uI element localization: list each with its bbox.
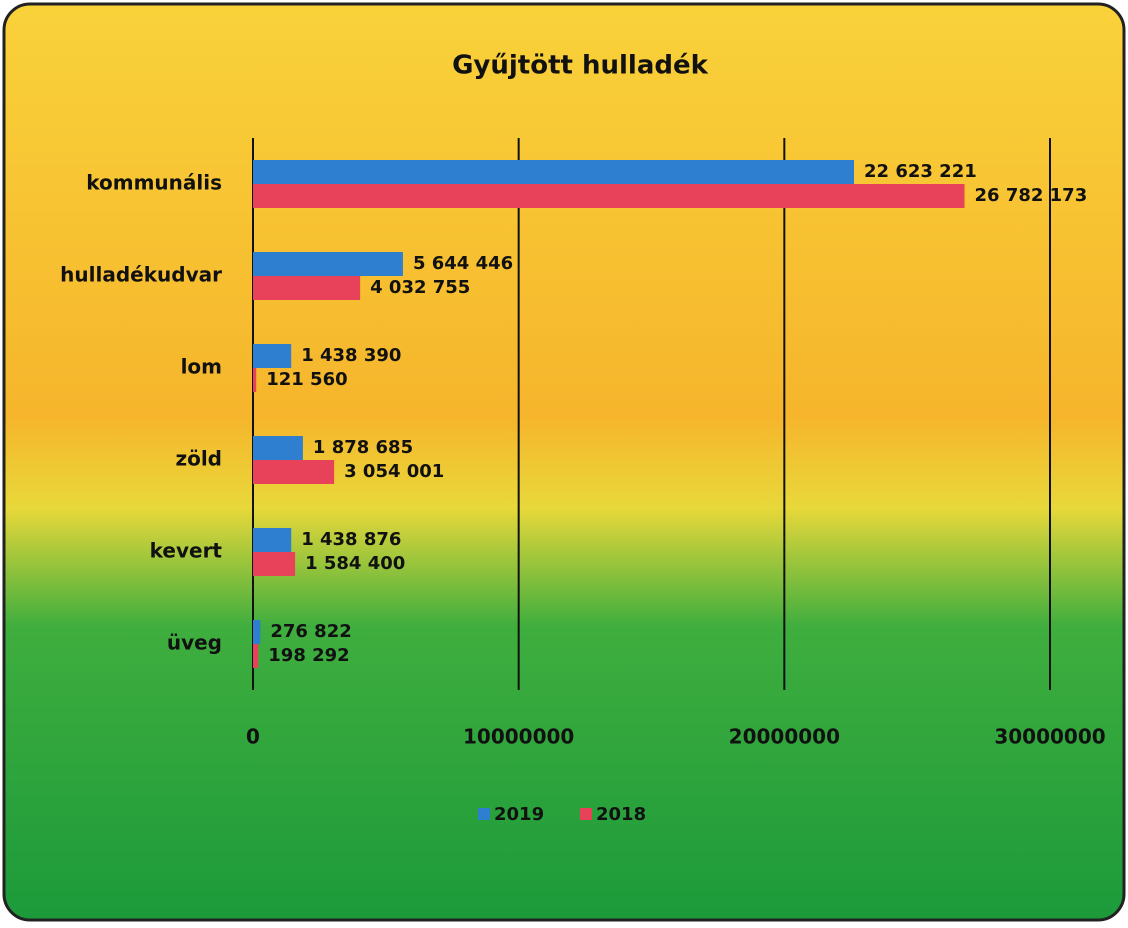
bar (253, 368, 257, 392)
y-tick-label: lom (181, 355, 222, 379)
x-tick-label: 30000000 (994, 725, 1105, 749)
bar (253, 436, 303, 460)
data-label: 5 644 446 (413, 253, 513, 274)
chart-title: Gyűjtött hulladék (452, 51, 709, 81)
data-label: 276 822 (270, 621, 351, 642)
bar (253, 460, 335, 484)
bar (253, 276, 361, 300)
y-tick-label: üveg (167, 631, 222, 655)
bar (253, 184, 965, 208)
bar (253, 160, 855, 184)
y-tick-label: hulladékudvar (60, 263, 222, 287)
legend-swatch (580, 808, 592, 820)
bar (253, 344, 292, 368)
y-tick-label: zöld (175, 447, 222, 471)
x-tick-label: 0 (246, 725, 260, 749)
bar (253, 620, 261, 644)
data-label: 22 623 221 (864, 161, 977, 182)
data-label: 1 438 876 (301, 529, 401, 550)
x-tick-label: 20000000 (729, 725, 840, 749)
legend-label: 2019 (494, 804, 544, 825)
y-tick-label: kommunális (86, 171, 222, 195)
x-tick-label: 10000000 (463, 725, 574, 749)
bar (253, 528, 292, 552)
legend-swatch (478, 808, 490, 820)
bar (253, 552, 296, 576)
data-label: 1 438 390 (301, 345, 401, 366)
data-label: 198 292 (268, 645, 349, 666)
data-label: 3 054 001 (344, 461, 444, 482)
data-label: 121 560 (266, 369, 347, 390)
y-tick-label: kevert (150, 539, 223, 563)
bar (253, 644, 259, 668)
data-label: 1 584 400 (305, 553, 405, 574)
data-label: 1 878 685 (313, 437, 413, 458)
bar (253, 252, 403, 276)
legend-label: 2018 (596, 804, 646, 825)
data-label: 4 032 755 (370, 277, 470, 298)
data-label: 26 782 173 (975, 185, 1088, 206)
